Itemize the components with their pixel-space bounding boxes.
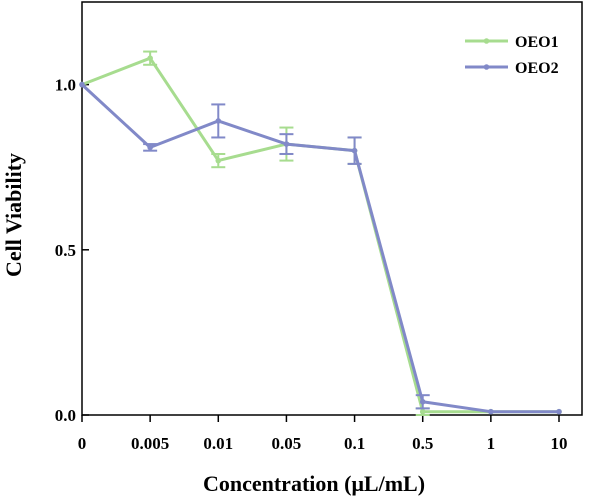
data-point [215, 157, 222, 164]
data-point [488, 408, 494, 415]
data-point [215, 118, 222, 124]
data-point [351, 147, 358, 154]
x-tick-label: 1 [487, 434, 496, 453]
x-tick-label: 0.5 [412, 434, 433, 453]
x-axis-label: Concentration (μL/mL) [203, 471, 425, 496]
data-point [147, 144, 153, 151]
x-tick-label: 0.005 [131, 434, 169, 453]
data-point [283, 141, 290, 147]
x-axis-ticks: 0 0.005 0.01 0.05 0.1 0.5 1 10 [78, 415, 568, 453]
x-tick-label: 0.05 [272, 434, 302, 453]
series-line-oeo2 [80, 83, 559, 414]
legend-label-oeo1: OEO1 [515, 34, 559, 51]
data-point [419, 398, 426, 405]
series-line-oeo1 [81, 56, 559, 414]
x-tick-label: 0.1 [344, 434, 365, 453]
y-tick-label: 0.0 [55, 406, 76, 425]
data-point [79, 81, 85, 88]
legend-marker [483, 38, 490, 44]
legend-marker [483, 64, 490, 70]
y-tick-label: 1.0 [55, 76, 76, 95]
data-point [556, 408, 562, 415]
data-point [419, 408, 426, 415]
plot-frame [81, 1, 583, 416]
data-point [147, 55, 153, 61]
legend: OEO1 OEO2 [465, 34, 559, 77]
series-layer [79, 50, 562, 416]
plot-border [81, 1, 583, 416]
x-tick-label: 0.01 [203, 434, 233, 453]
x-tick-label: 0 [78, 434, 87, 453]
y-tick-label: 0.5 [55, 241, 76, 260]
legend-label-oeo2: OEO2 [515, 60, 559, 77]
series-oeo1 [79, 50, 562, 416]
y-axis-label: Cell Viability [1, 153, 26, 277]
y-axis-ticks: 0.0 0.5 1.0 [55, 76, 89, 425]
series-oeo2 [79, 81, 562, 415]
x-tick-label: 10 [551, 434, 568, 453]
